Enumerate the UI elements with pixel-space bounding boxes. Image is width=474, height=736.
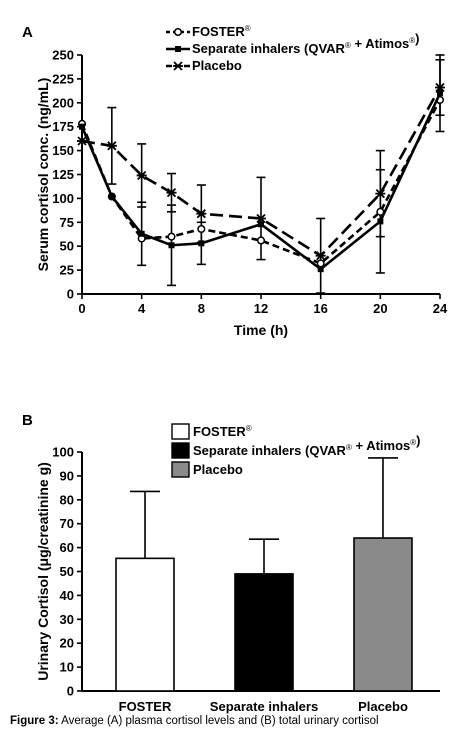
data-point [138, 230, 145, 237]
y-axis-title: Serum cortisol conc. (ng/mL) [35, 78, 51, 272]
y-tick-label: 50 [60, 239, 74, 254]
y-tick-label: 0 [67, 287, 74, 302]
legend-label: Placebo [192, 58, 242, 73]
legend-label: Placebo [193, 462, 243, 477]
legend-label: Separate inhalers (QVAR® + Atimos®) [193, 433, 421, 458]
y-tick-label: 200 [52, 95, 74, 110]
panel-a-label: A [22, 24, 33, 41]
x-tick-label: FOSTER [119, 699, 172, 714]
caption-text: Average (A) plasma cortisol levels and (… [61, 715, 379, 727]
data-point [106, 141, 117, 151]
y-tick-label: 40 [60, 588, 74, 603]
legend-label: FOSTER® [192, 24, 251, 39]
legend-swatch [171, 423, 190, 440]
series-3 [77, 82, 445, 261]
y-tick-label: 150 [52, 143, 74, 158]
x-tick-label: 4 [138, 301, 146, 316]
data-point [173, 27, 183, 37]
y-tick-label: 20 [60, 636, 74, 651]
y-tick-label: 125 [52, 167, 74, 182]
y-tick-label: 50 [60, 564, 74, 579]
y-tick-label: 100 [52, 191, 74, 206]
data-point [258, 221, 264, 228]
y-tick-label: 90 [60, 468, 74, 483]
x-tick-label: 20 [373, 301, 387, 316]
series-2-error-bars [137, 54, 445, 287]
data-point [315, 251, 326, 261]
y-tick-label: 75 [60, 215, 74, 230]
data-point [168, 242, 175, 249]
caption-label: Figure 3: [10, 715, 59, 727]
y-tick-label: 70 [60, 516, 74, 531]
data-point [136, 170, 147, 181]
x-tick-label: 16 [313, 301, 327, 316]
data-point [79, 123, 85, 130]
data-point [196, 209, 207, 219]
panel-a: A 0 25 50 75 100 125 150 175 200 225 250 0 4 8 12 16 20 24… [22, 24, 448, 338]
y-tick-label: 100 [52, 445, 74, 460]
x-tick-label: 12 [254, 301, 268, 316]
y-tick-label: 60 [60, 540, 74, 555]
data-point [175, 46, 181, 52]
legend-label: Separate inhalers (QVAR® + Atimos®) [192, 31, 420, 56]
data-point [197, 224, 206, 234]
x-tick-label: 24 [433, 301, 448, 316]
data-point [375, 188, 386, 199]
data-point [173, 61, 183, 71]
bar-group-1: FOSTER [115, 490, 175, 714]
x-tick-label: Separate inhalers [210, 699, 318, 714]
data-point [167, 232, 176, 241]
data-point [108, 193, 115, 200]
x-tick-label: 0 [78, 301, 85, 316]
panel-a-legend: FOSTER®Separate inhalers (QVAR® + Atimos… [166, 24, 420, 73]
y-axis-title: Urinary Cortisol (μg/creatinine g) [35, 462, 51, 681]
series-2 [79, 90, 443, 273]
series-3-error-bars [107, 58, 445, 294]
y-tick-label: 175 [52, 119, 74, 134]
figure-caption: Figure 3: Average (A) plasma cortisol le… [10, 714, 470, 728]
legend-swatch [171, 442, 190, 459]
data-point [435, 82, 445, 93]
data-point [166, 188, 177, 198]
data-point [317, 266, 324, 273]
y-tick-label: 250 [52, 48, 74, 63]
bar-group-2: Separate inhalers [210, 538, 318, 714]
y-tick-label: 30 [60, 612, 74, 627]
bar [353, 537, 413, 692]
x-axis-title: Time (h) [234, 322, 288, 338]
data-point [437, 90, 443, 97]
data-point [77, 136, 87, 146]
y-tick-label: 0 [67, 684, 74, 699]
legend-label: FOSTER® [193, 424, 252, 439]
data-point [198, 240, 205, 247]
data-point [256, 213, 266, 224]
data-point [256, 236, 266, 245]
panel-b-label: B [22, 412, 33, 429]
x-tick-label: 8 [198, 301, 205, 316]
bar-group-3: Placebo [353, 457, 413, 714]
y-tick-label: 25 [60, 263, 74, 278]
bar [115, 557, 175, 692]
y-tick-label: 225 [52, 71, 74, 86]
y-tick-label: 10 [60, 660, 74, 675]
y-tick-label: 80 [60, 492, 74, 507]
x-tick-label: Placebo [358, 699, 408, 714]
data-point [377, 218, 384, 225]
panel-b-legend: FOSTER®Separate inhalers (QVAR® + Atimos… [171, 423, 421, 478]
legend-swatch [171, 461, 190, 478]
bar [234, 573, 294, 692]
